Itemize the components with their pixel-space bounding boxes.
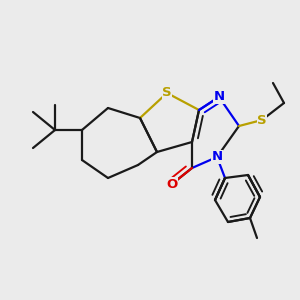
Text: N: N [212, 151, 223, 164]
Text: O: O [167, 178, 178, 190]
Text: S: S [162, 86, 172, 100]
Text: N: N [213, 91, 225, 103]
Text: S: S [257, 113, 267, 127]
